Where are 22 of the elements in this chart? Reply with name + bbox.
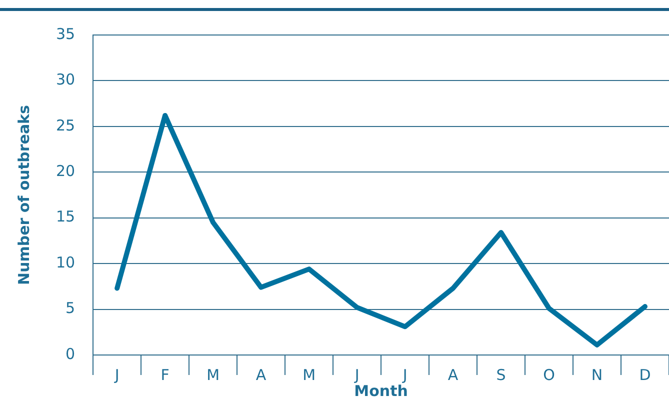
x-tick-label: F bbox=[160, 366, 170, 384]
x-tick-label: M bbox=[206, 366, 220, 384]
y-axis-title: Number of outbreaks bbox=[14, 104, 33, 285]
x-tick-label: M bbox=[302, 366, 316, 384]
x-tick-label: S bbox=[496, 366, 506, 384]
y-tick-label: 15 bbox=[56, 208, 76, 226]
x-tick-label: J bbox=[114, 366, 120, 384]
y-tick-label: 30 bbox=[56, 70, 76, 89]
x-tick-label: J bbox=[402, 366, 408, 384]
x-axis-title: Month bbox=[354, 382, 408, 400]
y-tick-label: 35 bbox=[56, 24, 76, 43]
x-tick-label: D bbox=[639, 366, 651, 384]
y-tick-label: 0 bbox=[66, 344, 76, 363]
x-tick-label: O bbox=[543, 366, 555, 384]
y-tick-label: 10 bbox=[56, 253, 76, 272]
x-tick-label: A bbox=[256, 366, 267, 384]
y-tick-label: 20 bbox=[56, 162, 76, 180]
x-tick-label: J bbox=[354, 366, 360, 384]
x-tick-label: A bbox=[448, 366, 459, 384]
x-tick-label: N bbox=[591, 366, 603, 384]
y-tick-label: 5 bbox=[66, 299, 76, 318]
y-tick-label: 25 bbox=[56, 116, 76, 134]
